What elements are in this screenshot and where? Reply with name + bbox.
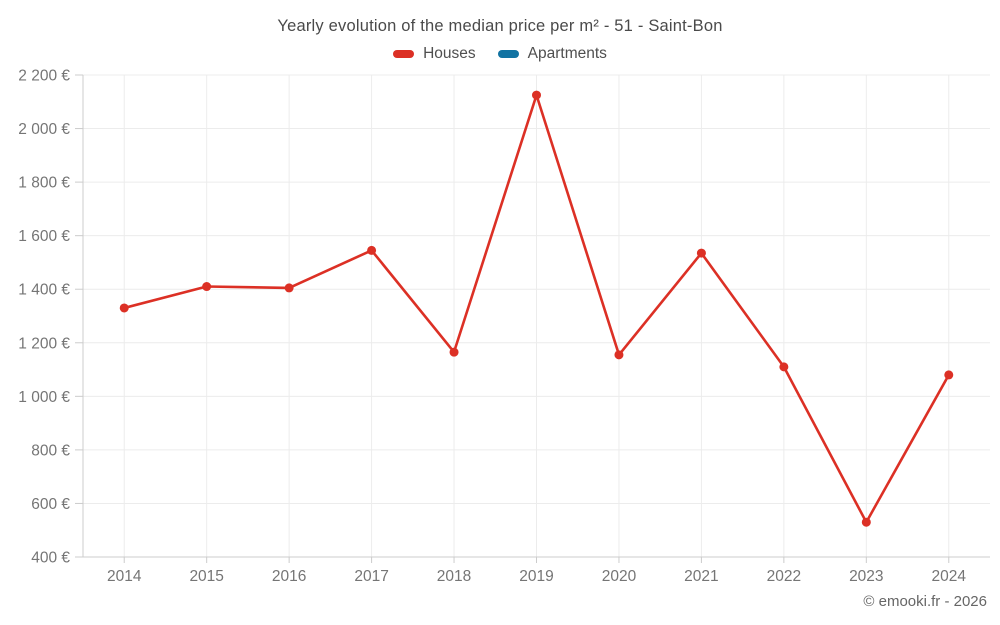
x-tick-label: 2014: [107, 568, 142, 585]
houses-point-2020[interactable]: [614, 350, 624, 360]
houses-point-2014[interactable]: [119, 303, 129, 313]
x-tick-label: 2024: [932, 568, 967, 585]
y-tick-label: 2 200 €: [18, 68, 70, 85]
x-tick-label: 2023: [849, 568, 883, 585]
chart-title: Yearly evolution of the median price per…: [277, 17, 723, 35]
legend-item-apartments[interactable]: Apartments: [497, 45, 607, 63]
y-tick-label: 400 €: [31, 550, 70, 567]
apartments-series-swatch: [497, 50, 519, 58]
houses-point-2019[interactable]: [532, 90, 541, 100]
x-tick-label: 2018: [437, 568, 471, 585]
houses-point-2022[interactable]: [779, 362, 789, 372]
x-tick-label: 2017: [354, 568, 388, 585]
x-tick-label: 2016: [272, 568, 306, 585]
houses-series-swatch: [393, 50, 415, 58]
chart-legend: Houses Apartments: [0, 45, 1000, 63]
y-tick-label: 1 800 €: [18, 175, 70, 192]
houses-point-2023[interactable]: [861, 517, 871, 527]
x-tick-label: 2022: [767, 568, 801, 585]
y-tick-label: 1 200 €: [18, 335, 70, 352]
x-tick-label: 2021: [684, 568, 718, 585]
x-tick-label: 2015: [189, 568, 223, 585]
y-tick-label: 1 600 €: [18, 228, 70, 245]
houses-point-2018[interactable]: [449, 347, 459, 357]
copyright-footer: © emooki.fr - 2026: [863, 593, 987, 610]
houses-point-2015[interactable]: [202, 282, 212, 292]
y-tick-label: 1 000 €: [18, 389, 70, 406]
x-tick-label: 2020: [602, 568, 637, 585]
houses-point-2017[interactable]: [367, 245, 377, 255]
houses-point-2016[interactable]: [284, 283, 294, 293]
houses-point-2021[interactable]: [696, 248, 706, 258]
legend-item-houses[interactable]: Houses: [393, 45, 476, 63]
y-tick-label: 2 000 €: [18, 121, 70, 138]
y-tick-label: 800 €: [31, 442, 70, 459]
y-tick-label: 1 400 €: [18, 282, 70, 299]
houses-point-2024[interactable]: [944, 370, 954, 380]
x-tick-label: 2019: [519, 568, 553, 585]
legend-label: Apartments: [527, 45, 607, 62]
legend-label: Houses: [423, 45, 476, 62]
y-tick-label: 600 €: [31, 496, 70, 513]
